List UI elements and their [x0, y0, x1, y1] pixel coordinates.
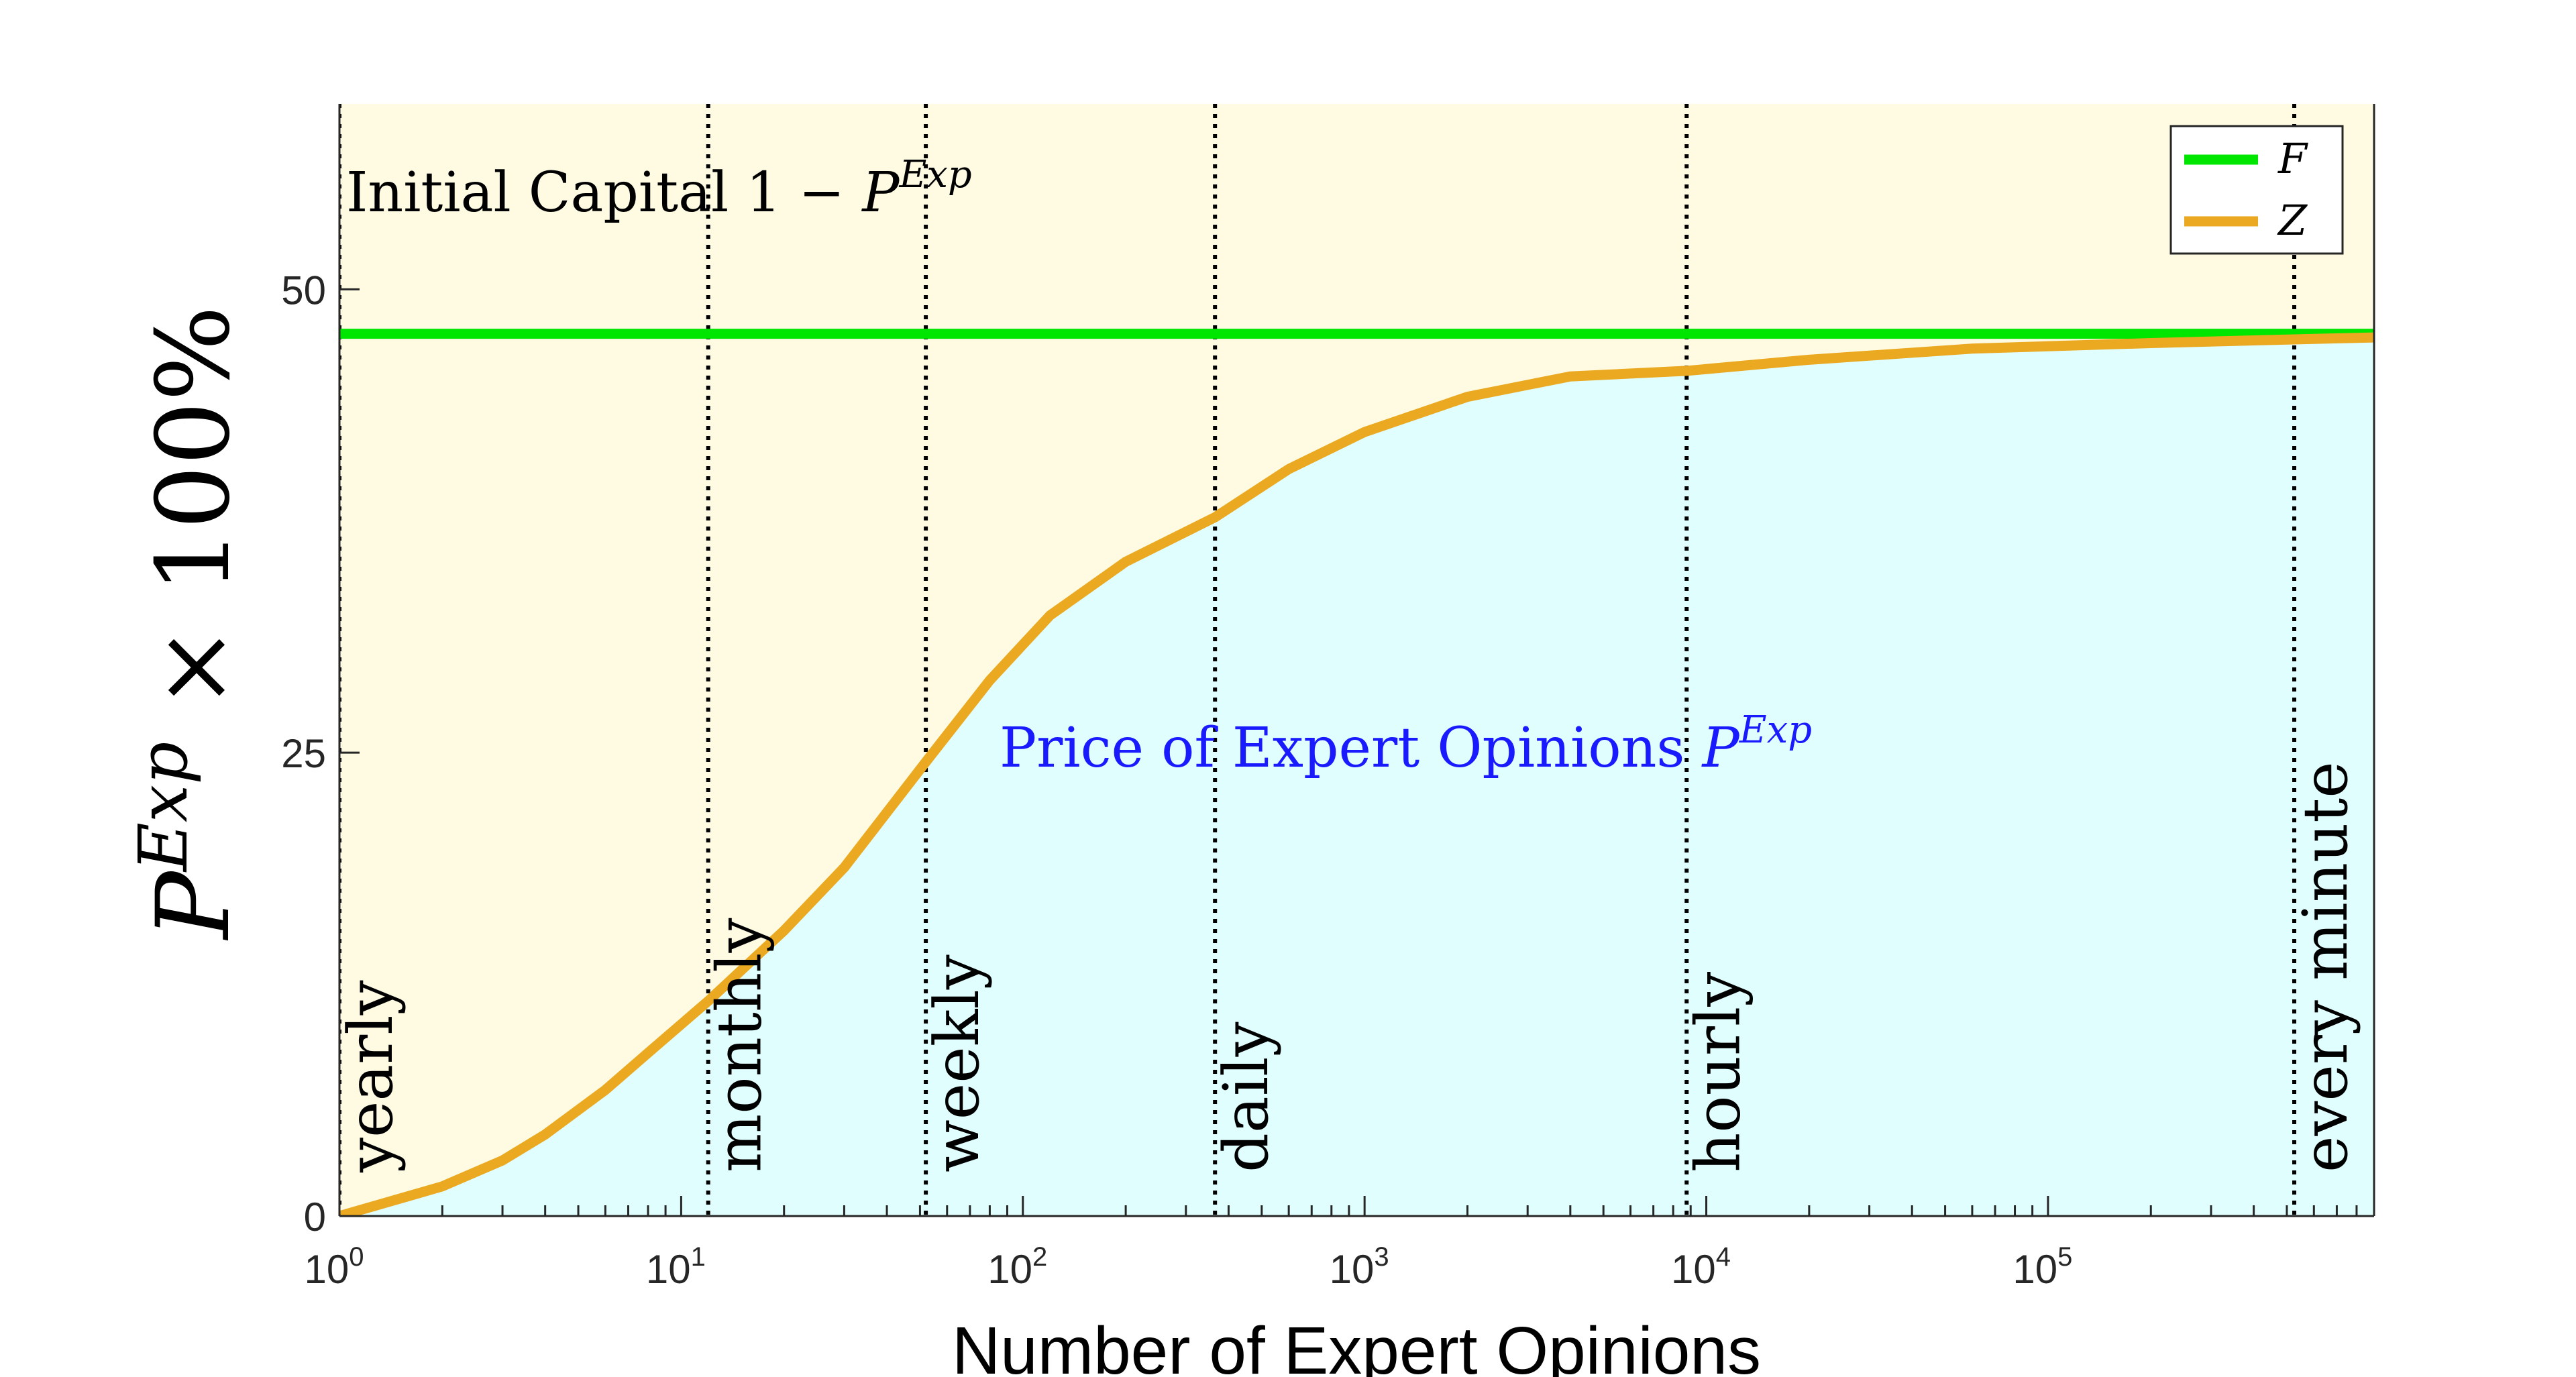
- y-tick-label: 25: [281, 731, 326, 776]
- event-label-hourly: hourly: [1682, 972, 1754, 1172]
- axes: 100 101 102 103 104 105 0 25 50: [281, 104, 2375, 1292]
- event-label-daily: daily: [1210, 1022, 1282, 1172]
- legend: FZ: [2169, 125, 2344, 255]
- y-tick-label: 50: [281, 268, 326, 313]
- legend-label-F: F: [2277, 134, 2308, 183]
- x-tick-label: 101: [646, 1242, 706, 1292]
- event-label-monthly: monthly: [704, 918, 775, 1172]
- x-tick-label: 103: [1330, 1242, 1389, 1292]
- legend-label-Z: Z: [2277, 196, 2308, 245]
- x-tick-label: 105: [2012, 1242, 2072, 1292]
- x-tick-label: 102: [987, 1242, 1047, 1292]
- price-region-fill: [339, 337, 2374, 1216]
- event-label-every-minute: every minute: [2290, 761, 2361, 1172]
- y-tick-label: 0: [304, 1195, 326, 1240]
- event-label-yearly: yearly: [335, 980, 407, 1173]
- x-axis-label: Number of Expert Opinions: [952, 1313, 1761, 1377]
- capital-annotation: Initial Capital 1 − PExp: [346, 153, 972, 225]
- series-line-Z: [339, 332, 2374, 1216]
- y-axis-label: PExp × 100%: [124, 306, 252, 941]
- x-tick-label: 104: [1671, 1242, 1731, 1292]
- event-label-weekly: weekly: [921, 954, 993, 1172]
- price-annotation: Price of Expert Opinions PExp: [1000, 708, 1812, 780]
- x-tick-label: 100: [305, 1242, 364, 1292]
- legend-box: [2169, 125, 2344, 255]
